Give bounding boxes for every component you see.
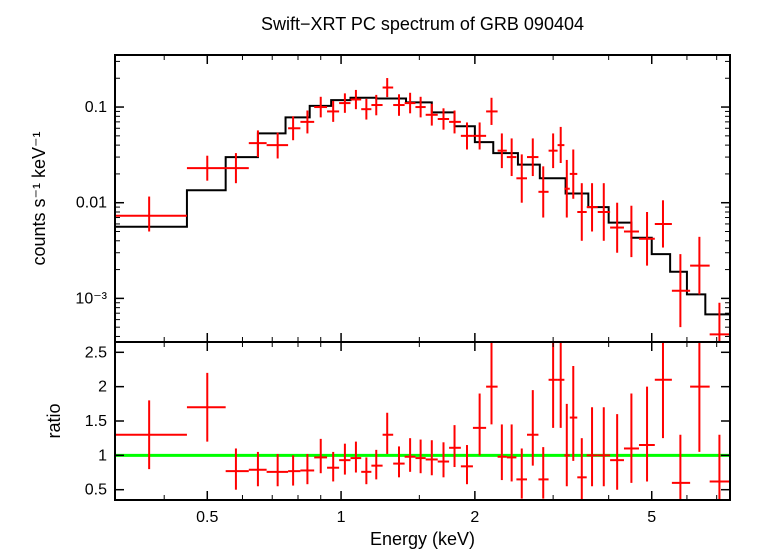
chart-svg: Swift−XRT PC spectrum of GRB 090404 0.5 1 2… — [0, 0, 758, 556]
ytick-label: 0.1 — [85, 99, 107, 116]
ytick-label: 1.5 — [85, 413, 107, 430]
ytick-label: 1 — [98, 447, 107, 464]
ytick-label: 0.5 — [85, 482, 107, 499]
ylabel-bottom: ratio — [44, 403, 64, 438]
ytick-label: 10⁻³ — [75, 290, 107, 307]
ytick-label: 2.5 — [85, 344, 107, 361]
ytick-label: 0.01 — [76, 195, 107, 212]
ytick-label: 2 — [98, 379, 107, 396]
xtick-label: 0.5 — [196, 509, 218, 526]
model-line — [109, 98, 730, 315]
top-frame — [115, 55, 730, 342]
xtick-label: 2 — [470, 509, 479, 526]
xtick-label: 5 — [647, 509, 656, 526]
chart-title: Swift−XRT PC spectrum of GRB 090404 — [261, 14, 584, 34]
xtick-label: 1 — [337, 509, 346, 526]
ylabel-top: counts s⁻¹ keV⁻¹ — [29, 131, 49, 265]
chart-container: Swift−XRT PC spectrum of GRB 090404 0.5 1 2… — [0, 0, 758, 556]
xlabel: Energy (keV) — [370, 529, 475, 549]
